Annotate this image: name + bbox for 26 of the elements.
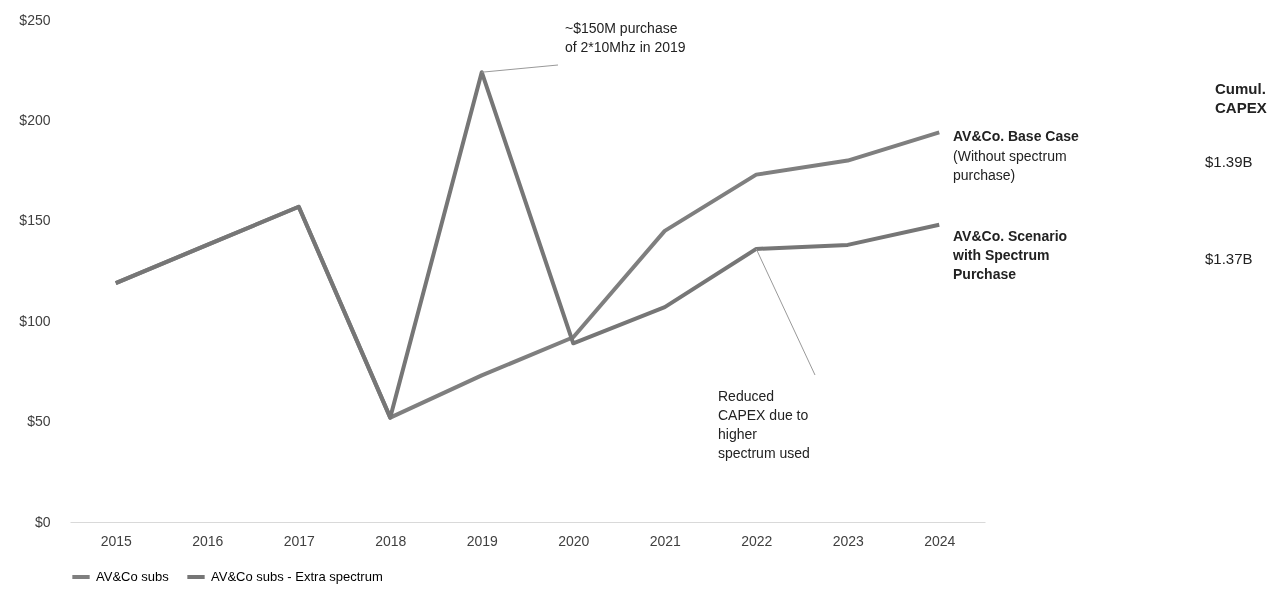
annotation: AV&Co. Base Case [953,128,1079,144]
text: Cumul. CAPEX [1215,80,1267,116]
x-tick-label: 2016 [192,532,224,549]
annotation: Reduced CAPEX due to higher spectrum used [718,388,810,461]
annotation: AV&Co. Scenario with Spectrum Purchase [952,228,1068,282]
x-tick-label: 2020 [558,532,590,549]
x-tick-label: 2019 [466,532,499,549]
y-tick-label: $250 [19,11,51,28]
x-tick-label: 2022 [741,532,773,549]
legend-label: AV&Co subs - Extra spectrum [211,569,383,584]
x-tick-label: 2024 [924,532,956,549]
x-tick-label: 2017 [283,532,316,549]
annotation: ~$150M purchase of 2*10Mhz in 2019 [565,20,686,55]
annotation: (Without spectrum purchase) [953,148,1067,183]
text: $1.37B [1205,250,1253,267]
y-tick-label: $100 [19,312,51,329]
x-tick-label: 2023 [832,532,865,549]
y-tick-label: $150 [19,212,51,229]
y-tick-label: $50 [27,413,51,430]
y-tick-label: $0 [34,513,51,530]
x-tick-label: 2015 [100,532,133,549]
legend-label: AV&Co subs [96,569,170,584]
text: $1.39B [1205,153,1253,170]
x-tick-label: 2018 [375,532,407,549]
x-tick-label: 2021 [649,532,682,549]
y-tick-label: $200 [19,111,51,128]
